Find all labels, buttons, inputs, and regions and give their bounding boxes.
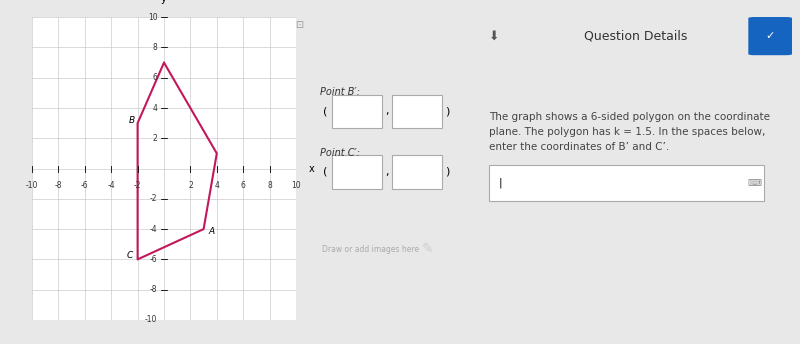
Text: -6: -6 <box>81 181 89 190</box>
FancyBboxPatch shape <box>490 165 764 201</box>
FancyBboxPatch shape <box>331 155 382 189</box>
Text: ⌨: ⌨ <box>747 178 762 188</box>
Text: 6: 6 <box>241 181 246 190</box>
Text: |: | <box>498 178 502 189</box>
FancyBboxPatch shape <box>748 17 792 55</box>
Text: B: B <box>128 116 134 125</box>
Text: -10: -10 <box>145 315 158 324</box>
Text: C: C <box>127 251 134 260</box>
Text: -10: -10 <box>26 181 38 190</box>
Text: Draw or add images here: Draw or add images here <box>322 245 419 254</box>
Text: x: x <box>309 163 314 174</box>
Text: A: A <box>209 227 215 236</box>
Text: ): ) <box>446 167 450 177</box>
Text: 4: 4 <box>214 181 219 190</box>
Text: -2: -2 <box>134 181 142 190</box>
FancyBboxPatch shape <box>392 95 442 128</box>
Text: ⊡: ⊡ <box>294 20 303 30</box>
Text: Question Details: Question Details <box>584 30 688 43</box>
Text: 10: 10 <box>291 181 301 190</box>
Text: -4: -4 <box>150 225 158 234</box>
Text: 6: 6 <box>153 73 158 82</box>
Text: Point C′:: Point C′: <box>320 148 360 158</box>
FancyBboxPatch shape <box>392 155 442 189</box>
Text: -8: -8 <box>150 285 158 294</box>
Text: (: ( <box>323 167 327 177</box>
Text: 2: 2 <box>153 134 158 143</box>
Text: 4: 4 <box>153 104 158 112</box>
Text: 2: 2 <box>188 181 193 190</box>
FancyBboxPatch shape <box>331 95 382 128</box>
Text: 8: 8 <box>153 43 158 52</box>
Text: ,: , <box>385 106 388 117</box>
Text: The graph shows a 6-sided polygon on the coordinate
plane. The polygon has k = 1: The graph shows a 6-sided polygon on the… <box>490 112 770 152</box>
Text: 8: 8 <box>267 181 272 190</box>
Text: 10: 10 <box>148 13 158 22</box>
Text: -8: -8 <box>54 181 62 190</box>
Text: ,: , <box>385 167 388 177</box>
Text: ⬇: ⬇ <box>490 30 500 43</box>
Text: ✎: ✎ <box>422 242 434 256</box>
Text: (: ( <box>323 106 327 117</box>
Text: y: y <box>161 0 167 4</box>
Text: -4: -4 <box>107 181 115 190</box>
Text: Point B′:: Point B′: <box>320 87 360 97</box>
Text: -6: -6 <box>150 255 158 264</box>
Text: ✓: ✓ <box>766 31 775 41</box>
Text: ): ) <box>446 106 450 117</box>
Text: -2: -2 <box>150 194 158 203</box>
